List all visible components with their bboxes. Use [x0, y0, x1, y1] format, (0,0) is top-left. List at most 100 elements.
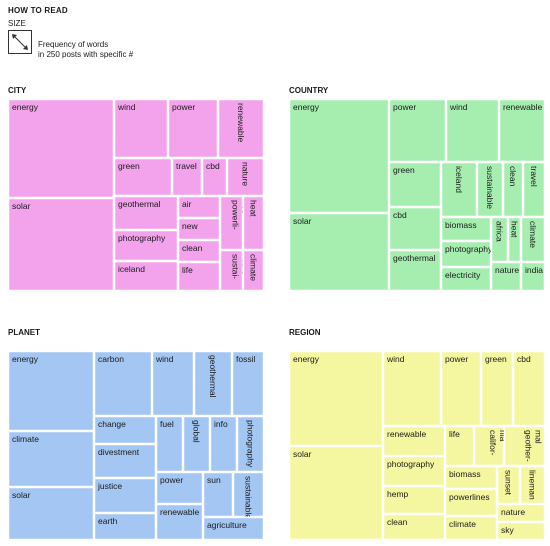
city-cell-travel: travel — [171, 157, 203, 197]
region-rect-climate — [444, 515, 498, 540]
country-rect-wind — [445, 99, 500, 163]
planet-label-fossil: fossil — [236, 354, 255, 364]
region-label-nature: nature — [501, 507, 525, 517]
country-cell-solar: solar — [289, 212, 390, 291]
city-rect-solar — [8, 197, 115, 291]
city-label-power: power — [172, 102, 195, 112]
country-label-travel: travel — [529, 166, 539, 187]
planet-rect-divestment — [93, 443, 157, 479]
region-rect-cbd — [512, 351, 545, 427]
legend: HOW TO READ SIZE Frequency of words in 2… — [8, 6, 208, 70]
region-cell-nature: nature — [496, 503, 545, 523]
region-rect-hemp — [382, 485, 446, 515]
country-rect-india — [520, 261, 545, 291]
city-cell-life: life — [177, 261, 221, 291]
planet-rect-fossil — [231, 351, 264, 417]
city-rect-clean — [177, 239, 221, 263]
country-cell-cbd: cbd — [388, 206, 442, 251]
country-cell-green: green — [388, 161, 442, 208]
planet-cell-carbon: carbon — [93, 351, 153, 417]
region-label-green: green — [485, 354, 507, 364]
region-label-sunset: sunset — [504, 470, 514, 496]
city-label-travel: travel — [176, 161, 197, 171]
region-label-energy: energy — [293, 354, 320, 364]
country-panel-title: COUNTRY — [289, 86, 329, 95]
region-cell-sunset: sunset — [496, 465, 521, 505]
planet-label-divestment: divestment — [98, 447, 140, 457]
country-rect-sustainable — [476, 161, 504, 218]
planet-rect-info — [209, 415, 238, 473]
country-rect-energy — [289, 99, 390, 214]
country-cell-heat: heat — [507, 216, 522, 263]
planet-cell-change: change — [93, 415, 157, 445]
city-rect-cbd — [201, 157, 228, 197]
city-panel-title: CITY — [8, 86, 27, 95]
country-rect-power — [388, 99, 447, 163]
planet-label-sun: sun — [207, 475, 221, 485]
city-label-energy: energy — [12, 102, 39, 112]
country-label-solar: solar — [293, 216, 312, 226]
country-rect-cbd — [388, 206, 442, 251]
planet-rect-carbon — [93, 351, 153, 417]
region-cell-lineman: lineman — [519, 465, 545, 505]
city-cell-photography: photography — [113, 229, 179, 262]
region-label-powerlines: powerlines — [449, 492, 490, 502]
city-label-climate: climate — [249, 254, 259, 281]
country-treemap: energy solar power wind renewable green cbd geo… — [289, 99, 545, 291]
planet-cell-divestment: divestment — [93, 443, 157, 479]
city-rect-renewable — [217, 99, 264, 159]
planet-label-energy: energy — [12, 354, 39, 364]
region-rect-solar — [289, 445, 384, 540]
country-label-electricity: electricity — [445, 270, 481, 280]
country-cell-energy: energy — [289, 99, 390, 214]
city-label-iceland: iceland — [118, 264, 145, 274]
legend-description: Frequency of words in 250 posts with spe… — [38, 40, 198, 60]
city-cell-cbd: cbd — [201, 157, 228, 197]
planet-label-fuel: fuel — [160, 419, 174, 429]
planet-cell-earth: earth — [93, 512, 157, 540]
region-cell-solar: solar — [289, 445, 384, 540]
country-rect-geothermal — [388, 249, 442, 291]
country-label-renewable: renewable — [503, 102, 542, 112]
region-label-biomass: biomass — [449, 469, 481, 479]
region-cell-sky: sky — [496, 521, 545, 540]
country-label-nature: nature — [495, 265, 519, 275]
region-rect-california — [473, 425, 505, 467]
country-rect-nature — [490, 261, 522, 291]
country-cell-nature: nature — [490, 261, 522, 291]
city-treemap: energy solar wind power renewable green travel… — [8, 99, 264, 291]
city-rect-powerlines — [219, 195, 244, 251]
country-label-wind: wind — [449, 102, 468, 112]
country-cell-renewable: renewable — [498, 99, 545, 163]
planet-label-solar: solar — [12, 490, 31, 500]
planet-cell-agriculture: agriculture — [202, 516, 264, 540]
planet-cell-fossil: fossil — [231, 351, 264, 417]
region-cell-cbd: cbd — [512, 351, 545, 427]
legend-description-line-1: Frequency of words — [38, 40, 109, 49]
planet-label-power: power — [160, 475, 183, 485]
city-label-nature: nature — [241, 162, 251, 186]
country-rect-electricity — [440, 266, 492, 291]
country-cell-geothermal: geothermal — [388, 249, 442, 291]
country-cell-iceland: iceland — [440, 161, 478, 218]
country-cell-power: power — [388, 99, 447, 163]
planet-rect-change — [93, 415, 157, 445]
region-rect-life — [444, 425, 475, 467]
region-label-power: power — [445, 354, 468, 364]
planet-label-global: global — [192, 420, 202, 443]
region-rect-green — [480, 351, 514, 427]
country-cell-africa: africa — [490, 216, 509, 263]
region-cell-energy: energy — [289, 351, 384, 447]
city-label-geothermal: geothermal — [118, 199, 161, 209]
city-label-renewable: renewable — [236, 103, 246, 142]
region-rect-photography — [382, 455, 446, 487]
legend-size-label: SIZE — [8, 19, 26, 28]
city-rect-green — [113, 157, 173, 197]
country-cell-wind: wind — [445, 99, 500, 163]
region-label-geothermal: geother-mal — [524, 430, 544, 462]
planet-cell-photography: photography — [236, 415, 264, 473]
country-cell-electricity: electricity — [440, 266, 492, 291]
planet-label-climate: climate — [12, 434, 39, 444]
city-label-cbd: cbd — [206, 161, 220, 171]
region-label-clean: clean — [387, 517, 408, 527]
